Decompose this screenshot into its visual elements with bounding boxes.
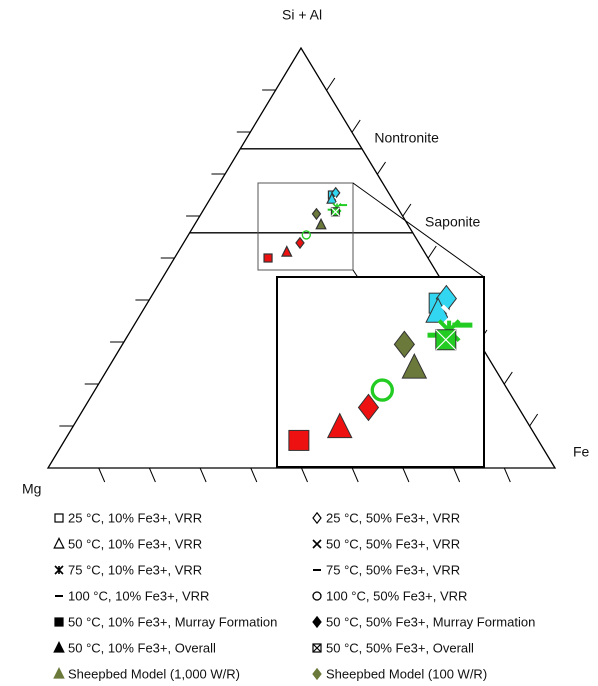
point <box>301 230 311 240</box>
legend-icon <box>312 511 322 525</box>
vertex-label-top: Si + Al <box>282 7 322 23</box>
point <box>295 236 305 250</box>
zoom-point <box>357 393 380 422</box>
zoom-point <box>393 330 416 359</box>
legend-icon <box>54 617 64 627</box>
legend-label: 75 °C, 10% Fe3+, VRR <box>68 562 202 577</box>
legend-label: 50 °C, 10% Fe3+, Murray Formation <box>68 614 277 629</box>
reference-label: Saponite <box>425 214 480 230</box>
vertex-label-left: Mg <box>22 481 41 497</box>
legend-label: 25 °C, 10% Fe3+, VRR <box>68 510 202 525</box>
zoom-point <box>288 429 310 451</box>
tick-right <box>326 77 336 91</box>
zoom-point <box>452 322 473 328</box>
legend-label: 50 °C, 10% Fe3+, VRR <box>68 536 202 551</box>
point <box>311 207 322 221</box>
zoom-connector <box>352 182 485 278</box>
tick-bottom <box>351 467 359 483</box>
point-cross <box>331 207 340 217</box>
legend-icon <box>55 595 63 597</box>
legend-label: 50 °C, 50% Fe3+, Overall <box>326 640 474 655</box>
tick-bottom <box>301 467 308 483</box>
tick-right <box>351 119 361 133</box>
legend-icon <box>53 641 65 653</box>
tick-right <box>402 203 412 217</box>
zoom-point <box>370 378 394 402</box>
legend-label: 50 °C, 50% Fe3+, Murray Formation <box>326 614 535 629</box>
legend-label: 50 °C, 10% Fe3+, Overall <box>68 640 216 655</box>
tick-bottom <box>98 467 106 483</box>
legend-label: 25 °C, 50% Fe3+, VRR <box>326 510 460 525</box>
legend-icon <box>54 513 64 523</box>
legend-label: 100 °C, 50% Fe3+, VRR <box>326 588 467 603</box>
zoom-point <box>401 353 428 379</box>
zoom-point-cross <box>435 329 457 351</box>
legend-icon <box>312 615 322 629</box>
legend-icon <box>53 667 65 679</box>
point <box>339 204 348 207</box>
point-cross <box>333 196 344 206</box>
tick-right <box>377 161 386 175</box>
point <box>315 217 327 230</box>
point <box>263 253 273 263</box>
tick-right <box>427 245 437 259</box>
legend-icon-cross <box>54 565 64 575</box>
legend-icon-cross <box>312 539 322 549</box>
legend-icon-cross <box>312 643 322 653</box>
zoom-point <box>326 412 353 439</box>
tick-right <box>503 371 513 385</box>
point <box>326 192 338 204</box>
legend-icon <box>53 537 65 549</box>
tick-bottom <box>250 467 258 483</box>
point <box>281 245 293 257</box>
legend-icon <box>312 667 322 681</box>
legend-icon <box>313 569 321 571</box>
tick-bottom <box>402 467 410 483</box>
tick-right <box>529 413 539 427</box>
zoom-source <box>257 182 354 271</box>
tick-bottom <box>199 467 207 483</box>
tick-bottom <box>503 467 511 483</box>
legend-label: 75 °C, 50% Fe3+, VRR <box>326 562 460 577</box>
tick-bottom <box>453 467 461 483</box>
legend-label: Sheepbed Model (100 W/R) <box>326 666 487 681</box>
legend-label: Sheepbed Model (1,000 W/R) <box>68 666 240 681</box>
legend-label: 50 °C, 50% Fe3+, VRR <box>326 536 460 551</box>
tick-bottom <box>148 467 156 483</box>
legend-icon <box>312 591 322 601</box>
legend-label: 100 °C, 10% Fe3+, VRR <box>68 588 209 603</box>
vertex-label-right: Fe <box>573 444 590 460</box>
reference-label: Nontronite <box>374 130 439 146</box>
